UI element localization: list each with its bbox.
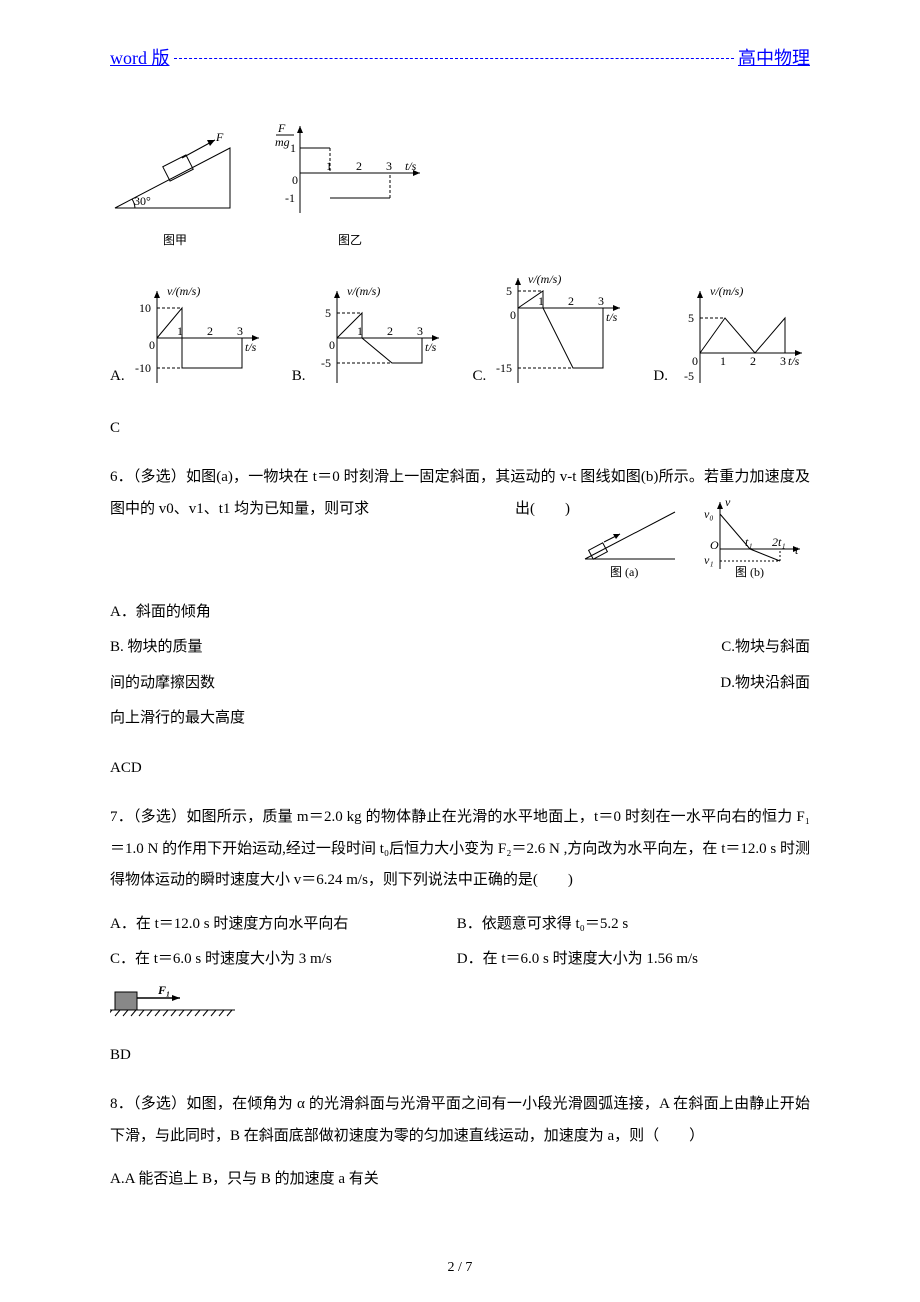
header-left: word 版 (110, 40, 170, 78)
svg-text:v/(m/s): v/(m/s) (347, 284, 380, 298)
svg-text:v/(m/s): v/(m/s) (167, 284, 200, 298)
vt-option-a: A. 10 -10 0 1 2 3 v/(m/s) t/s (110, 283, 267, 393)
vt-d-letter: D. (653, 361, 668, 393)
figure-fmg: F mg 1 -1 0 1 2 3 t/s (270, 118, 430, 228)
svg-text:-10: -10 (135, 361, 151, 375)
force-label: F (215, 130, 224, 144)
svg-text:5: 5 (688, 311, 694, 325)
figure-fmg-caption: 图乙 (270, 228, 430, 253)
svg-text:1: 1 (326, 159, 332, 173)
figure-incline-wrapper: F 30° 图甲 (110, 128, 240, 253)
figure-incline-caption: 图甲 (110, 228, 240, 253)
q6-optB: B. 物块的质量 (110, 639, 203, 655)
svg-text:图 (a): 图 (a) (610, 565, 638, 579)
svg-text:2: 2 (568, 294, 574, 308)
figure-incline: F 30° (110, 128, 240, 228)
svg-text:t/s: t/s (245, 340, 257, 354)
q8-text: 8．（多选）如图，在倾角为 α 的光滑斜面与光滑平面之间有一小段光滑圆弧连接，A… (110, 1096, 810, 1144)
svg-text:1: 1 (720, 354, 726, 368)
q6-optD: D.物块沿斜面 (720, 668, 810, 700)
vt-options-row: A. 10 -10 0 1 2 3 v/(m/s) t/s B. (110, 273, 810, 393)
q6-figures: 图 (a) v₀ v₁ O t₁ 2t₁ t v 图 (b) (580, 494, 810, 589)
svg-text:v₁: v₁ (704, 553, 714, 567)
vt-option-b: B. 5 -5 0 1 2 3 v/(m/s) t/s (292, 283, 448, 393)
svg-text:t/s: t/s (405, 159, 417, 173)
q7-figure: F₁ (110, 986, 810, 1026)
svg-text:t/s: t/s (606, 310, 618, 324)
svg-text:2: 2 (750, 354, 756, 368)
svg-text:1: 1 (538, 294, 544, 308)
svg-text:5: 5 (506, 284, 512, 298)
svg-text:2t₁: 2t₁ (772, 535, 786, 549)
svg-text:图 (b): 图 (b) (735, 565, 764, 579)
vt-option-d: D. 5 -5 0 1 2 3 v/(m/s) t/s (653, 283, 810, 393)
svg-text:-15: -15 (496, 361, 512, 375)
q6-optD2: 向上滑行的最大高度 (110, 703, 810, 735)
svg-text:F: F (277, 121, 286, 135)
svg-text:2: 2 (356, 159, 362, 173)
q7-optA: A．在 t＝12.0 s 时速度方向水平向右 (110, 909, 453, 941)
svg-text:1: 1 (177, 324, 183, 338)
question-6: 6．（多选）如图(a)，一物块在 t＝0 时刻滑上一固定斜面，其运动的 v-t … (110, 462, 810, 739)
svg-text:v/(m/s): v/(m/s) (710, 284, 743, 298)
svg-text:v₀: v₀ (704, 507, 714, 521)
svg-text:mg: mg (275, 135, 290, 149)
figure-fmg-wrapper: F mg 1 -1 0 1 2 3 t/s 图乙 (270, 118, 430, 253)
svg-text:0: 0 (510, 308, 516, 322)
page-header: word 版 高中物理 (110, 40, 810, 78)
fmg-ytick-neg: -1 (285, 191, 295, 205)
svg-text:10: 10 (139, 301, 151, 315)
figure-row-top: F 30° 图甲 F mg 1 -1 0 1 2 3 t/s (110, 118, 810, 253)
svg-text:t/s: t/s (425, 340, 437, 354)
q7-options: A．在 t＝12.0 s 时速度方向水平向右 B．依题意可求得 t₀＝5.2 s… (110, 909, 810, 976)
svg-text:v: v (725, 495, 731, 509)
answer-5: C (110, 413, 810, 445)
answer-7: BD (110, 1040, 810, 1072)
answer-6: ACD (110, 753, 810, 785)
vt-c-letter: C. (473, 361, 487, 393)
svg-text:5: 5 (325, 306, 331, 320)
page-number: 2 / 7 (0, 1253, 920, 1282)
svg-text:3: 3 (598, 294, 604, 308)
svg-text:3: 3 (386, 159, 392, 173)
svg-text:0: 0 (149, 338, 155, 352)
q6-text-tail: 出( ) (515, 494, 570, 526)
svg-text:t: t (795, 543, 799, 557)
question-8: 8．（多选）如图，在倾角为 α 的光滑斜面与光滑平面之间有一小段光滑圆弧连接，A… (110, 1089, 810, 1152)
q6-optA: A．斜面的倾角 (110, 597, 810, 629)
svg-text:-5: -5 (321, 356, 331, 370)
svg-text:-5: -5 (684, 369, 694, 383)
svg-text:0: 0 (329, 338, 335, 352)
svg-text:t₁: t₁ (745, 535, 753, 549)
svg-text:3: 3 (780, 354, 786, 368)
q6-optC: C.物块与斜面 (721, 632, 810, 664)
q6-optC2: 间的动摩擦因数 (110, 675, 215, 691)
svg-text:t/s: t/s (788, 354, 800, 368)
svg-text:0: 0 (292, 173, 298, 187)
q7-optC: C．在 t＝6.0 s 时速度大小为 3 m/s (110, 944, 453, 976)
svg-text:O: O (710, 538, 719, 552)
q7-text: 7．（多选）如图所示，质量 m＝2.0 kg 的物体静止在光滑的水平地面上，t＝… (110, 809, 810, 888)
q7-optB: B．依题意可求得 t₀＝5.2 s (457, 916, 629, 932)
vt-b-letter: B. (292, 361, 306, 393)
angle-label: 30° (134, 194, 151, 208)
header-dash-line (174, 58, 735, 59)
fmg-ytick-pos: 1 (290, 141, 296, 155)
svg-text:2: 2 (387, 324, 393, 338)
svg-text:F₁: F₁ (157, 986, 170, 997)
svg-text:3: 3 (417, 324, 423, 338)
vt-a-letter: A. (110, 361, 125, 393)
svg-text:2: 2 (207, 324, 213, 338)
q8-optA: A.A 能否追上 B，只与 B 的加速度 a 有关 (110, 1164, 810, 1196)
question-7: 7．（多选）如图所示，质量 m＝2.0 kg 的物体静止在光滑的水平地面上，t＝… (110, 802, 810, 897)
svg-text:1: 1 (357, 324, 363, 338)
svg-text:v/(m/s): v/(m/s) (528, 273, 561, 286)
header-right: 高中物理 (738, 40, 810, 78)
vt-option-c: C. 5 -15 0 1 2 3 v/(m/s) t/s (473, 273, 629, 393)
svg-text:0: 0 (692, 354, 698, 368)
q7-optD: D．在 t＝6.0 s 时速度大小为 1.56 m/s (457, 951, 698, 967)
svg-text:3: 3 (237, 324, 243, 338)
